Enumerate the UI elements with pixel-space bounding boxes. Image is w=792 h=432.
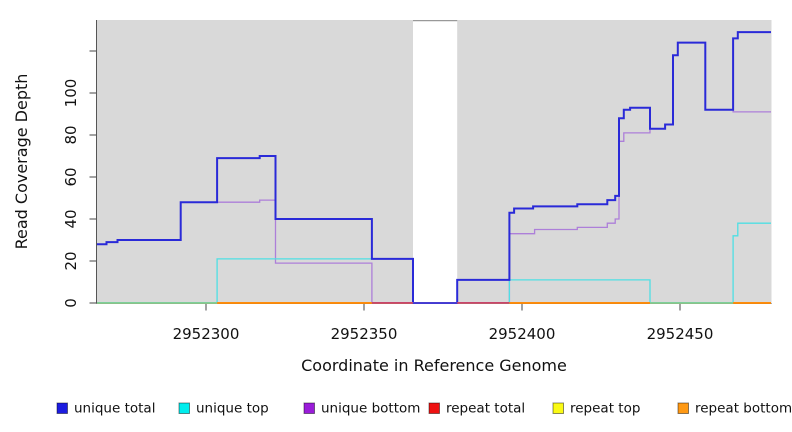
legend: unique total unique top unique bottom repea… <box>56 401 792 417</box>
legend-swatch-repeat-top <box>552 402 564 414</box>
legend-item: repeat total <box>428 401 525 417</box>
x-tick-label: 2952450 <box>647 325 714 343</box>
series-line-unique-top <box>97 222 771 304</box>
legend-swatch-unique-top <box>178 402 190 414</box>
y-tick-label: 100 <box>62 79 80 108</box>
legend-label: unique top <box>196 401 269 417</box>
legend-label: repeat top <box>570 401 640 417</box>
legend-item: unique total <box>56 401 155 417</box>
legend-item: unique bottom <box>303 401 420 417</box>
series-line-unique-total <box>97 31 771 304</box>
legend-label: repeat total <box>446 401 525 417</box>
x-axis-title: Coordinate in Reference Genome <box>301 356 567 375</box>
legend-label: repeat bottom <box>695 401 792 417</box>
x-tick-label: 2952400 <box>489 325 556 343</box>
legend-swatch-repeat-bottom <box>677 402 689 414</box>
y-tick-label: 80 <box>62 125 80 144</box>
legend-swatch-unique-bottom <box>303 402 315 414</box>
legend-item: repeat bottom <box>677 401 792 417</box>
y-axis-title: Read Coverage Depth <box>12 74 31 250</box>
legend-label: unique bottom <box>321 401 420 417</box>
legend-item: unique top <box>178 401 269 417</box>
legend-label: unique total <box>74 401 155 417</box>
legend-swatch-unique-total <box>56 402 68 414</box>
y-tick-label: 40 <box>62 209 80 228</box>
legend-item: repeat top <box>552 401 640 417</box>
x-tick-label: 2952300 <box>173 325 240 343</box>
legend-swatch-repeat-total <box>428 402 440 414</box>
coverage-gap <box>413 21 458 304</box>
y-tick-label: 20 <box>62 251 80 270</box>
y-tick-label: 0 <box>62 298 80 308</box>
x-tick-label: 2952350 <box>331 325 398 343</box>
y-tick-label: 60 <box>62 167 80 186</box>
